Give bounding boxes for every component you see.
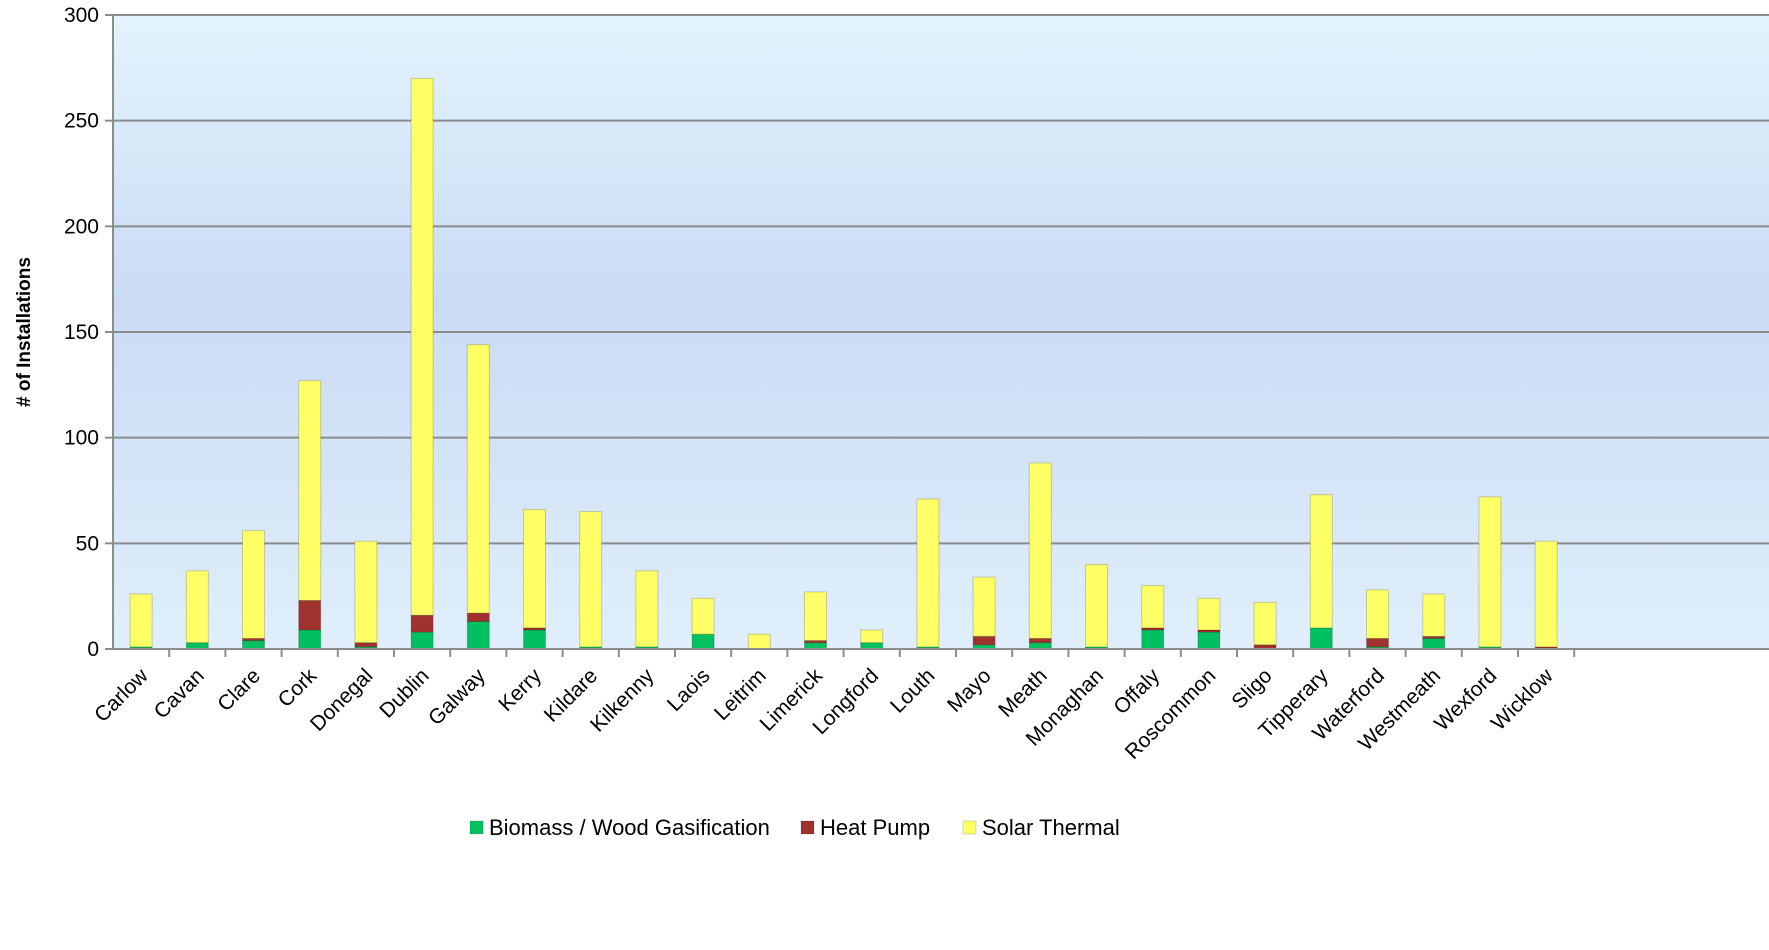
bar-segment bbox=[1366, 589, 1389, 639]
bar-segment bbox=[916, 498, 940, 648]
bar-segment bbox=[242, 640, 265, 650]
bar-segment bbox=[185, 570, 209, 644]
x-tick-label: Wexford bbox=[1430, 664, 1501, 735]
bar-segment bbox=[1141, 629, 1165, 650]
bar-segment bbox=[1028, 462, 1052, 639]
y-tick-label: 250 bbox=[64, 110, 99, 133]
x-tick-label: Kilkenny bbox=[586, 664, 659, 737]
x-tick-label: Sligo bbox=[1227, 664, 1276, 713]
y-tick-label: 150 bbox=[64, 321, 99, 344]
bar-segment bbox=[635, 570, 659, 648]
bar-segment bbox=[691, 633, 715, 650]
bar-segment bbox=[410, 614, 434, 633]
bar-segment bbox=[410, 631, 434, 650]
bar-segment bbox=[1478, 496, 1502, 648]
bar-segment bbox=[523, 629, 546, 650]
bar-segment bbox=[1422, 637, 1446, 650]
bar-segment bbox=[860, 629, 884, 644]
x-tick-label: Wicklow bbox=[1487, 664, 1558, 735]
legend-swatch bbox=[469, 820, 484, 835]
x-tick-label: Cork bbox=[274, 664, 322, 712]
y-tick-label: 200 bbox=[64, 215, 99, 238]
bar-segment bbox=[1028, 637, 1052, 644]
x-tick-label: Clare bbox=[213, 664, 265, 716]
legend-swatch bbox=[800, 820, 815, 835]
bars bbox=[129, 77, 1558, 650]
bar-segment bbox=[747, 633, 771, 650]
bar-segment bbox=[298, 629, 322, 650]
bar-segment bbox=[298, 599, 322, 631]
bar-segment bbox=[972, 576, 996, 637]
legend-label: Heat Pump bbox=[820, 815, 930, 840]
y-axis-ticks: 0 50 100 150 200 250 300 bbox=[64, 4, 113, 661]
y-axis-label: # of Installations bbox=[14, 257, 35, 407]
bar-segment bbox=[579, 511, 603, 648]
bar-segment bbox=[1422, 593, 1446, 637]
bar-segment bbox=[804, 591, 827, 642]
bar-segment bbox=[242, 530, 265, 639]
bar-segment bbox=[972, 635, 996, 646]
bar-segment bbox=[691, 597, 715, 635]
bar-segment bbox=[1197, 597, 1221, 631]
bar-segment bbox=[466, 612, 490, 623]
y-tick-label: 100 bbox=[64, 427, 99, 450]
x-tick-label: Galway bbox=[424, 664, 490, 730]
legend-label: Biomass / Wood Gasification bbox=[489, 815, 770, 840]
legend: Biomass / Wood Gasification Heat Pump Sola… bbox=[469, 815, 1120, 840]
y-tick-label: 0 bbox=[87, 638, 99, 661]
bar-segment bbox=[129, 593, 153, 648]
x-tick-label: Carlow bbox=[90, 664, 153, 727]
bar-segment bbox=[466, 344, 490, 614]
bar-segment bbox=[1085, 563, 1108, 648]
bar-segment bbox=[354, 642, 378, 648]
bar-segment bbox=[466, 621, 490, 650]
bar-segment bbox=[1197, 631, 1221, 650]
bar-segment bbox=[1366, 637, 1389, 648]
x-tick-label: Laois bbox=[663, 664, 715, 716]
legend-label: Solar Thermal bbox=[982, 815, 1120, 840]
legend-swatch bbox=[962, 820, 977, 835]
y-tick-label: 50 bbox=[76, 532, 99, 555]
y-tick-label: 300 bbox=[64, 4, 99, 27]
bar-segment bbox=[410, 77, 434, 616]
bar-segment bbox=[1309, 494, 1333, 629]
bar-segment bbox=[523, 509, 546, 629]
x-tick-label: Donegal bbox=[306, 664, 378, 736]
bar-segment bbox=[298, 380, 322, 601]
bar-segment bbox=[354, 540, 378, 644]
bar-segment bbox=[1141, 585, 1165, 629]
x-tick-label: Louth bbox=[886, 664, 939, 717]
gridlines bbox=[113, 14, 1769, 545]
x-tick-label: Cavan bbox=[150, 664, 209, 723]
x-tick-label: Mayo bbox=[943, 664, 996, 717]
x-tick-label: Kerry bbox=[494, 664, 546, 716]
bar-segment bbox=[1309, 627, 1333, 650]
bar-segment bbox=[1253, 602, 1277, 646]
bar-segment bbox=[1534, 540, 1558, 648]
